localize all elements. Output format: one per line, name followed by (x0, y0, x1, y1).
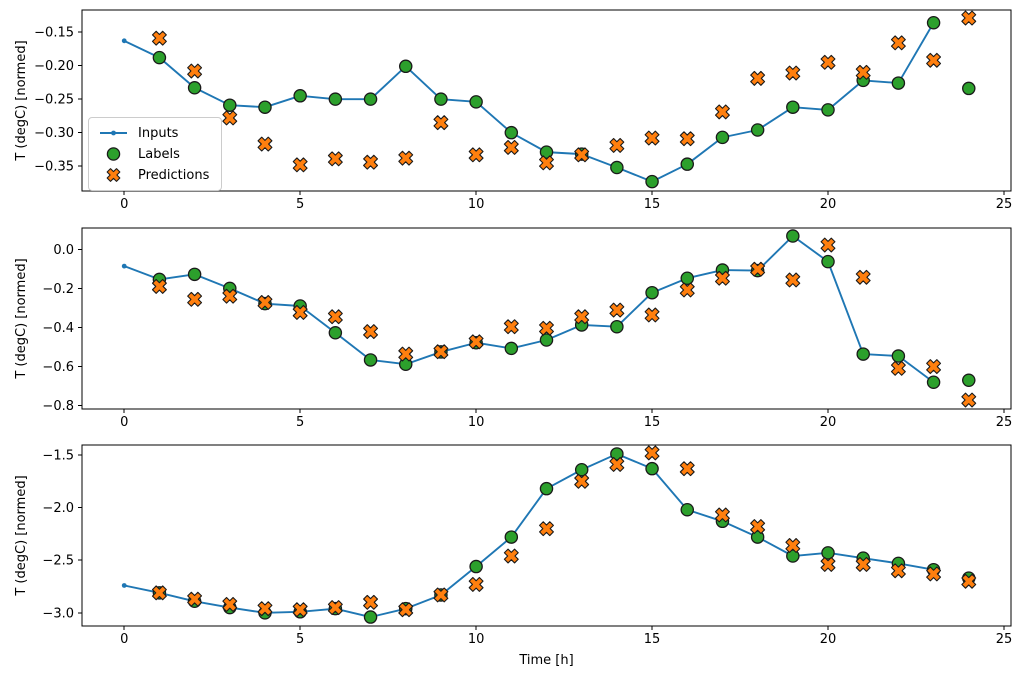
subplot-2: 0 5 10 15 20 25 0.0 −0.2 −0.4 −0.6 −0.8 T (degC) [n… (14, 227, 1012, 430)
x-tick-label: 0 (120, 197, 128, 212)
x-tick-label: 25 (996, 197, 1013, 212)
inputs-line-icon (100, 130, 127, 136)
x-axis: 0 5 10 15 20 25 (120, 626, 1012, 647)
legend-label-labels: Labels (138, 146, 180, 162)
x-tick-label: 10 (468, 415, 485, 430)
plot-area (121, 229, 977, 408)
green-circle-icon (106, 147, 121, 161)
y-axis: −0.15 −0.20 −0.25 −0.30 −0.35 (34, 26, 82, 175)
y-axis-label: T (degC) [normed] (14, 475, 29, 596)
legend-label-inputs: Inputs (138, 125, 179, 141)
x-tick-label: 0 (120, 632, 128, 647)
x-tick-label: 5 (296, 197, 304, 212)
x-tick-label: 5 (296, 632, 304, 647)
y-tick-label: −0.25 (34, 93, 74, 108)
y-tick-label: −0.15 (34, 26, 74, 41)
labels-series (152, 15, 976, 189)
y-tick-label: 0.0 (53, 243, 74, 258)
y-tick-label: −0.35 (34, 160, 74, 175)
y-tick-label: −0.2 (42, 282, 74, 297)
legend-label-predictions: Predictions (138, 167, 210, 183)
x-tick-label: 20 (820, 632, 837, 647)
x-tick-label: 10 (468, 632, 485, 647)
x-tick-label: 10 (468, 197, 485, 212)
x-tick-label: 25 (996, 415, 1013, 430)
x-tick-label: 20 (820, 415, 837, 430)
y-axis-label: T (degC) [normed] (14, 40, 29, 161)
axes-frame (81, 227, 1012, 410)
x-tick-label: 15 (644, 632, 661, 647)
legend: Inputs Labels Predictions (88, 117, 223, 191)
predictions-series (151, 445, 977, 618)
x-tick-label: 15 (644, 197, 661, 212)
legend-item-labels: Labels (98, 146, 209, 162)
y-tick-label: −0.4 (42, 321, 74, 336)
y-tick-label: −2.0 (42, 501, 74, 516)
subplot-1: 0 5 10 15 20 25 −0.15 −0.20 −0.25 −0.30 −0.35 T (de… (14, 9, 1012, 212)
plot-area (121, 10, 977, 189)
x-tick-label: 25 (996, 632, 1013, 647)
y-axis-label: T (degC) [normed] (14, 258, 29, 379)
x-tick-label: 0 (120, 415, 128, 430)
y-tick-label: −0.6 (42, 360, 74, 375)
plot-area (121, 445, 977, 624)
y-tick-label: −3.0 (42, 606, 74, 621)
x-tick-label: 15 (644, 415, 661, 430)
subplot-3: 0 5 10 15 20 25 −1.5 −2.0 −2.5 −3.0 T (degC) [norm… (14, 444, 1012, 668)
predictions-series (151, 10, 977, 173)
y-axis: 0.0 −0.2 −0.4 −0.6 −0.8 (42, 243, 82, 414)
predictions-series (151, 237, 977, 408)
x-tick-label: 5 (296, 415, 304, 430)
orange-x-icon (106, 168, 121, 182)
y-tick-label: −0.20 (34, 59, 74, 74)
y-tick-label: −0.8 (42, 399, 74, 414)
x-axis: 0 5 10 15 20 25 (120, 409, 1012, 430)
legend-item-predictions: Predictions (98, 167, 209, 183)
y-tick-label: −1.5 (42, 448, 74, 463)
axes-frame (81, 444, 1012, 627)
y-tick-label: −2.5 (42, 554, 74, 569)
y-axis: −1.5 −2.0 −2.5 −3.0 (42, 448, 82, 621)
x-axis: 0 5 10 15 20 25 (120, 191, 1012, 212)
y-tick-label: −0.30 (34, 126, 74, 141)
legend-item-inputs: Inputs (98, 125, 209, 141)
x-tick-label: 20 (820, 197, 837, 212)
x-axis-label: Time [h] (518, 653, 573, 668)
